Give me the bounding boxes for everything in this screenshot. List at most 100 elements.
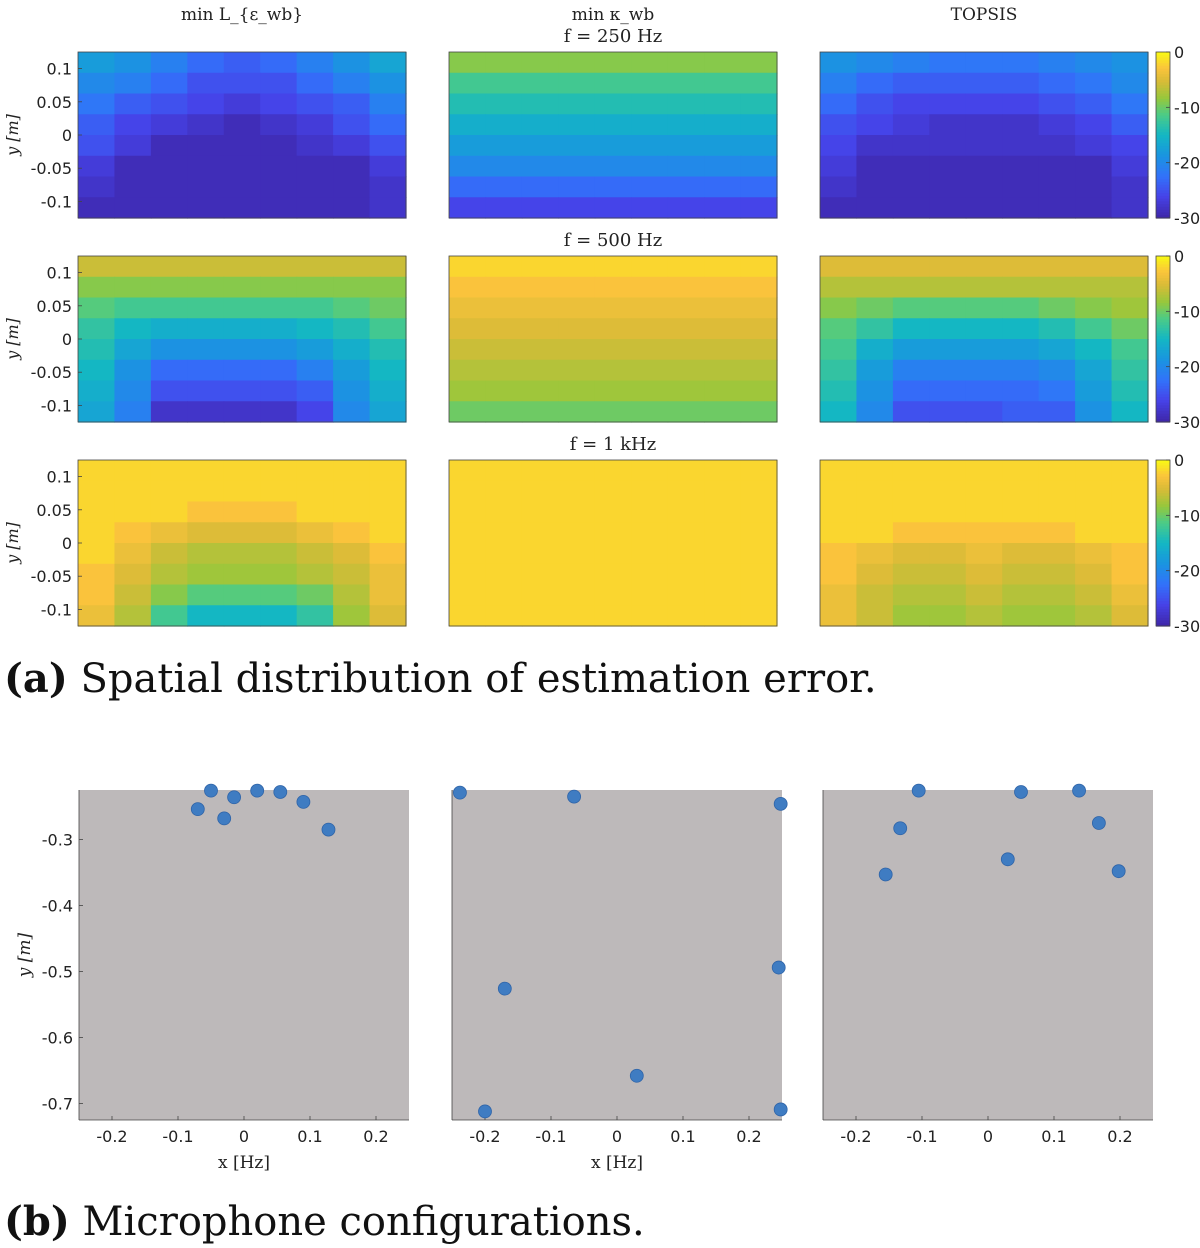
x-tick-label: 0 (612, 1127, 622, 1146)
heatmap-cell (296, 460, 334, 482)
heatmap-cell (929, 276, 967, 299)
microphone-point (629, 1068, 644, 1083)
colorbar-swatch (1156, 63, 1170, 67)
heatmap-cell (856, 480, 894, 503)
heatmap-cell (521, 318, 559, 340)
heatmap-cell (1111, 52, 1149, 74)
heatmap-cell (150, 480, 188, 503)
colorbar-swatch (1156, 319, 1170, 323)
heatmap-cell (260, 72, 298, 95)
colorbar-swatch (1156, 501, 1170, 505)
colorbar-swatch (1156, 311, 1170, 315)
colorbar-swatch (1156, 137, 1170, 142)
heatmap-cell (296, 501, 334, 523)
heatmap-cell (187, 501, 225, 523)
heatmap-cell (1075, 256, 1113, 278)
heatmap-cell (485, 501, 523, 523)
heatmap-cell (1111, 605, 1149, 627)
heatmap-cell (485, 93, 523, 115)
heatmap-cell (485, 176, 523, 198)
heatmap-cell (631, 380, 669, 402)
colorbar-swatch (1156, 140, 1170, 144)
colorbar-tick-label: -30 (1174, 617, 1200, 636)
heatmap-cell (631, 93, 669, 115)
heatmap-cell (558, 359, 596, 382)
x-tick-label: -0.2 (96, 1127, 127, 1146)
heatmap-cell (485, 584, 523, 606)
heatmap-cell (1002, 176, 1040, 198)
heatmap-cell (187, 318, 225, 340)
heatmap-cell (856, 297, 894, 319)
heatmap-cell (704, 339, 742, 361)
colorbar-swatch (1156, 540, 1170, 544)
heatmap-cell (856, 155, 894, 178)
heatmap-cell (704, 563, 742, 586)
colorbar-swatch (1156, 460, 1170, 464)
colorbar-swatch (1156, 386, 1170, 390)
heatmap-cell (965, 318, 1003, 340)
colorbar-swatch (1156, 347, 1170, 351)
heatmap-cell (449, 543, 487, 565)
colorbar-swatch (1156, 267, 1170, 271)
heatmap-cell (78, 135, 116, 157)
colorbar-swatch (1156, 333, 1170, 337)
colorbar-swatch (1156, 526, 1170, 530)
colorbar-frame (1155, 255, 1171, 423)
heatmap-cell (150, 135, 188, 157)
heatmap-cell (521, 52, 559, 74)
heatmap-cell (892, 339, 930, 361)
heatmap-cell (114, 72, 152, 95)
colorbar-swatch (1156, 529, 1170, 533)
heatmap-cell (1002, 155, 1040, 178)
heatmap-cell (150, 584, 188, 606)
colorbar-swatch (1156, 148, 1170, 153)
heatmap-cell (1002, 563, 1040, 586)
heatmap-cell (704, 401, 742, 423)
colorbar-tick-label: 0 (1174, 247, 1184, 266)
heatmap-cell (521, 72, 559, 95)
heatmap-cell (114, 380, 152, 402)
heatmap-cell (704, 256, 742, 278)
x-tick-label: 0.1 (297, 1127, 322, 1146)
heatmap-cell (631, 176, 669, 198)
heatmap-cell (594, 605, 632, 627)
x-tick-label: 0 (239, 1127, 249, 1146)
y-tick-label: 0.1 (47, 264, 72, 283)
colorbar-swatch (1156, 471, 1170, 475)
caption-b-label: (b) (4, 1198, 70, 1245)
heatmap-cell (223, 114, 261, 136)
heatmap-cell (78, 93, 116, 115)
heatmap-cell (296, 522, 334, 544)
heatmap-cell (704, 297, 742, 319)
heatmap-cell (820, 339, 858, 361)
heatmap-cell (187, 155, 225, 178)
colorbar-swatch (1156, 280, 1170, 285)
heatmap-cell (223, 401, 261, 423)
colorbar-swatch (1156, 112, 1170, 117)
heatmap-cell (78, 155, 116, 178)
heatmap-cell (296, 114, 334, 136)
heatmap-cell (1075, 501, 1113, 523)
colorbar-swatch (1156, 482, 1170, 486)
colorbar-swatch (1156, 339, 1170, 343)
scatter-background (823, 790, 1153, 1120)
heatmap-cell (223, 359, 261, 382)
microphone-point (1014, 785, 1028, 799)
colorbar-swatch (1156, 52, 1170, 56)
heatmap-cell (260, 339, 298, 361)
heatmap-cell (114, 605, 152, 627)
heatmap-cell (449, 276, 487, 299)
heatmap-cell (558, 93, 596, 115)
heatmap-cell (740, 460, 778, 482)
colorbar-swatch (1156, 462, 1170, 467)
heatmap-cell (965, 522, 1003, 544)
heatmap-cell (704, 93, 742, 115)
heatmap-cell (1038, 276, 1076, 299)
caption-a-label: (a) (4, 655, 68, 702)
heatmap-cell (150, 297, 188, 319)
heatmap-cell (369, 380, 407, 402)
heatmap-cell (223, 543, 261, 565)
heatmap-cell (369, 460, 407, 482)
colorbar-swatch (1156, 96, 1170, 100)
colorbar-swatch (1156, 512, 1170, 516)
